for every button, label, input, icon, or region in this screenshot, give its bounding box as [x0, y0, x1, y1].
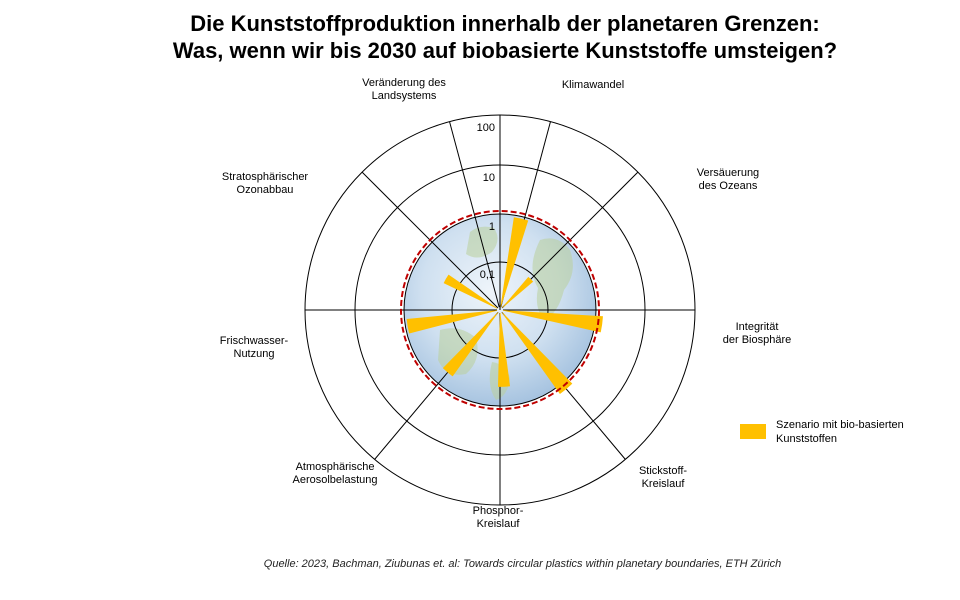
- radial-tick-label: 1: [489, 221, 495, 233]
- bar: [501, 276, 534, 309]
- chart-title: Die Kunststoffproduktion innerhalb der p…: [0, 10, 960, 64]
- category-label: Versäuerung: [697, 167, 759, 179]
- category-label: Ozonabbau: [237, 184, 294, 196]
- grid-spoke: [449, 121, 500, 308]
- source-note: Quelle: 2023, Bachman, Ziubunas et. al: …: [263, 558, 782, 570]
- category-label: des Ozeans: [699, 180, 758, 192]
- bar: [501, 312, 573, 394]
- bar: [442, 312, 499, 377]
- category-label: Kreislauf: [477, 518, 521, 530]
- bar: [406, 310, 498, 334]
- legend: Szenario mit bio-basierten Kunststoffen: [740, 418, 911, 446]
- category-label: Nutzung: [234, 348, 275, 360]
- category-label: der Biosphäre: [723, 334, 792, 346]
- category-label: Integrität: [736, 321, 779, 333]
- category-label: Stratosphärischer: [222, 171, 309, 183]
- bar: [497, 312, 511, 387]
- category-label: Landsystems: [372, 90, 437, 102]
- bar: [502, 310, 603, 333]
- chart-title-line-1: Die Kunststoffproduktion innerhalb der p…: [190, 11, 820, 36]
- radial-tick-label: 10: [483, 172, 495, 184]
- category-label: Veränderung des: [362, 77, 446, 89]
- legend-swatch: [740, 424, 766, 439]
- bar: [443, 274, 498, 309]
- chart-title-line-2: Was, wenn wir bis 2030 auf biobasierte K…: [172, 38, 838, 63]
- continent-shape: [532, 238, 573, 320]
- category-label: Frischwasser-: [220, 335, 289, 347]
- legend-label: Szenario mit bio-basierten Kunststoffen: [776, 419, 904, 445]
- category-label: Aerosolbelastung: [292, 474, 377, 486]
- radial-tick-label: 0,1: [480, 269, 495, 281]
- planetary-boundary-circle: [400, 210, 600, 410]
- category-label: Kreislauf: [642, 478, 686, 490]
- category-label: Klimawandel: [562, 79, 624, 91]
- category-label: Stickstoff-: [639, 465, 687, 477]
- category-label: Phosphor-: [473, 505, 524, 517]
- radial-tick-label: 100: [477, 122, 495, 134]
- category-label: Atmosphärische: [296, 461, 375, 473]
- bar: [500, 217, 529, 308]
